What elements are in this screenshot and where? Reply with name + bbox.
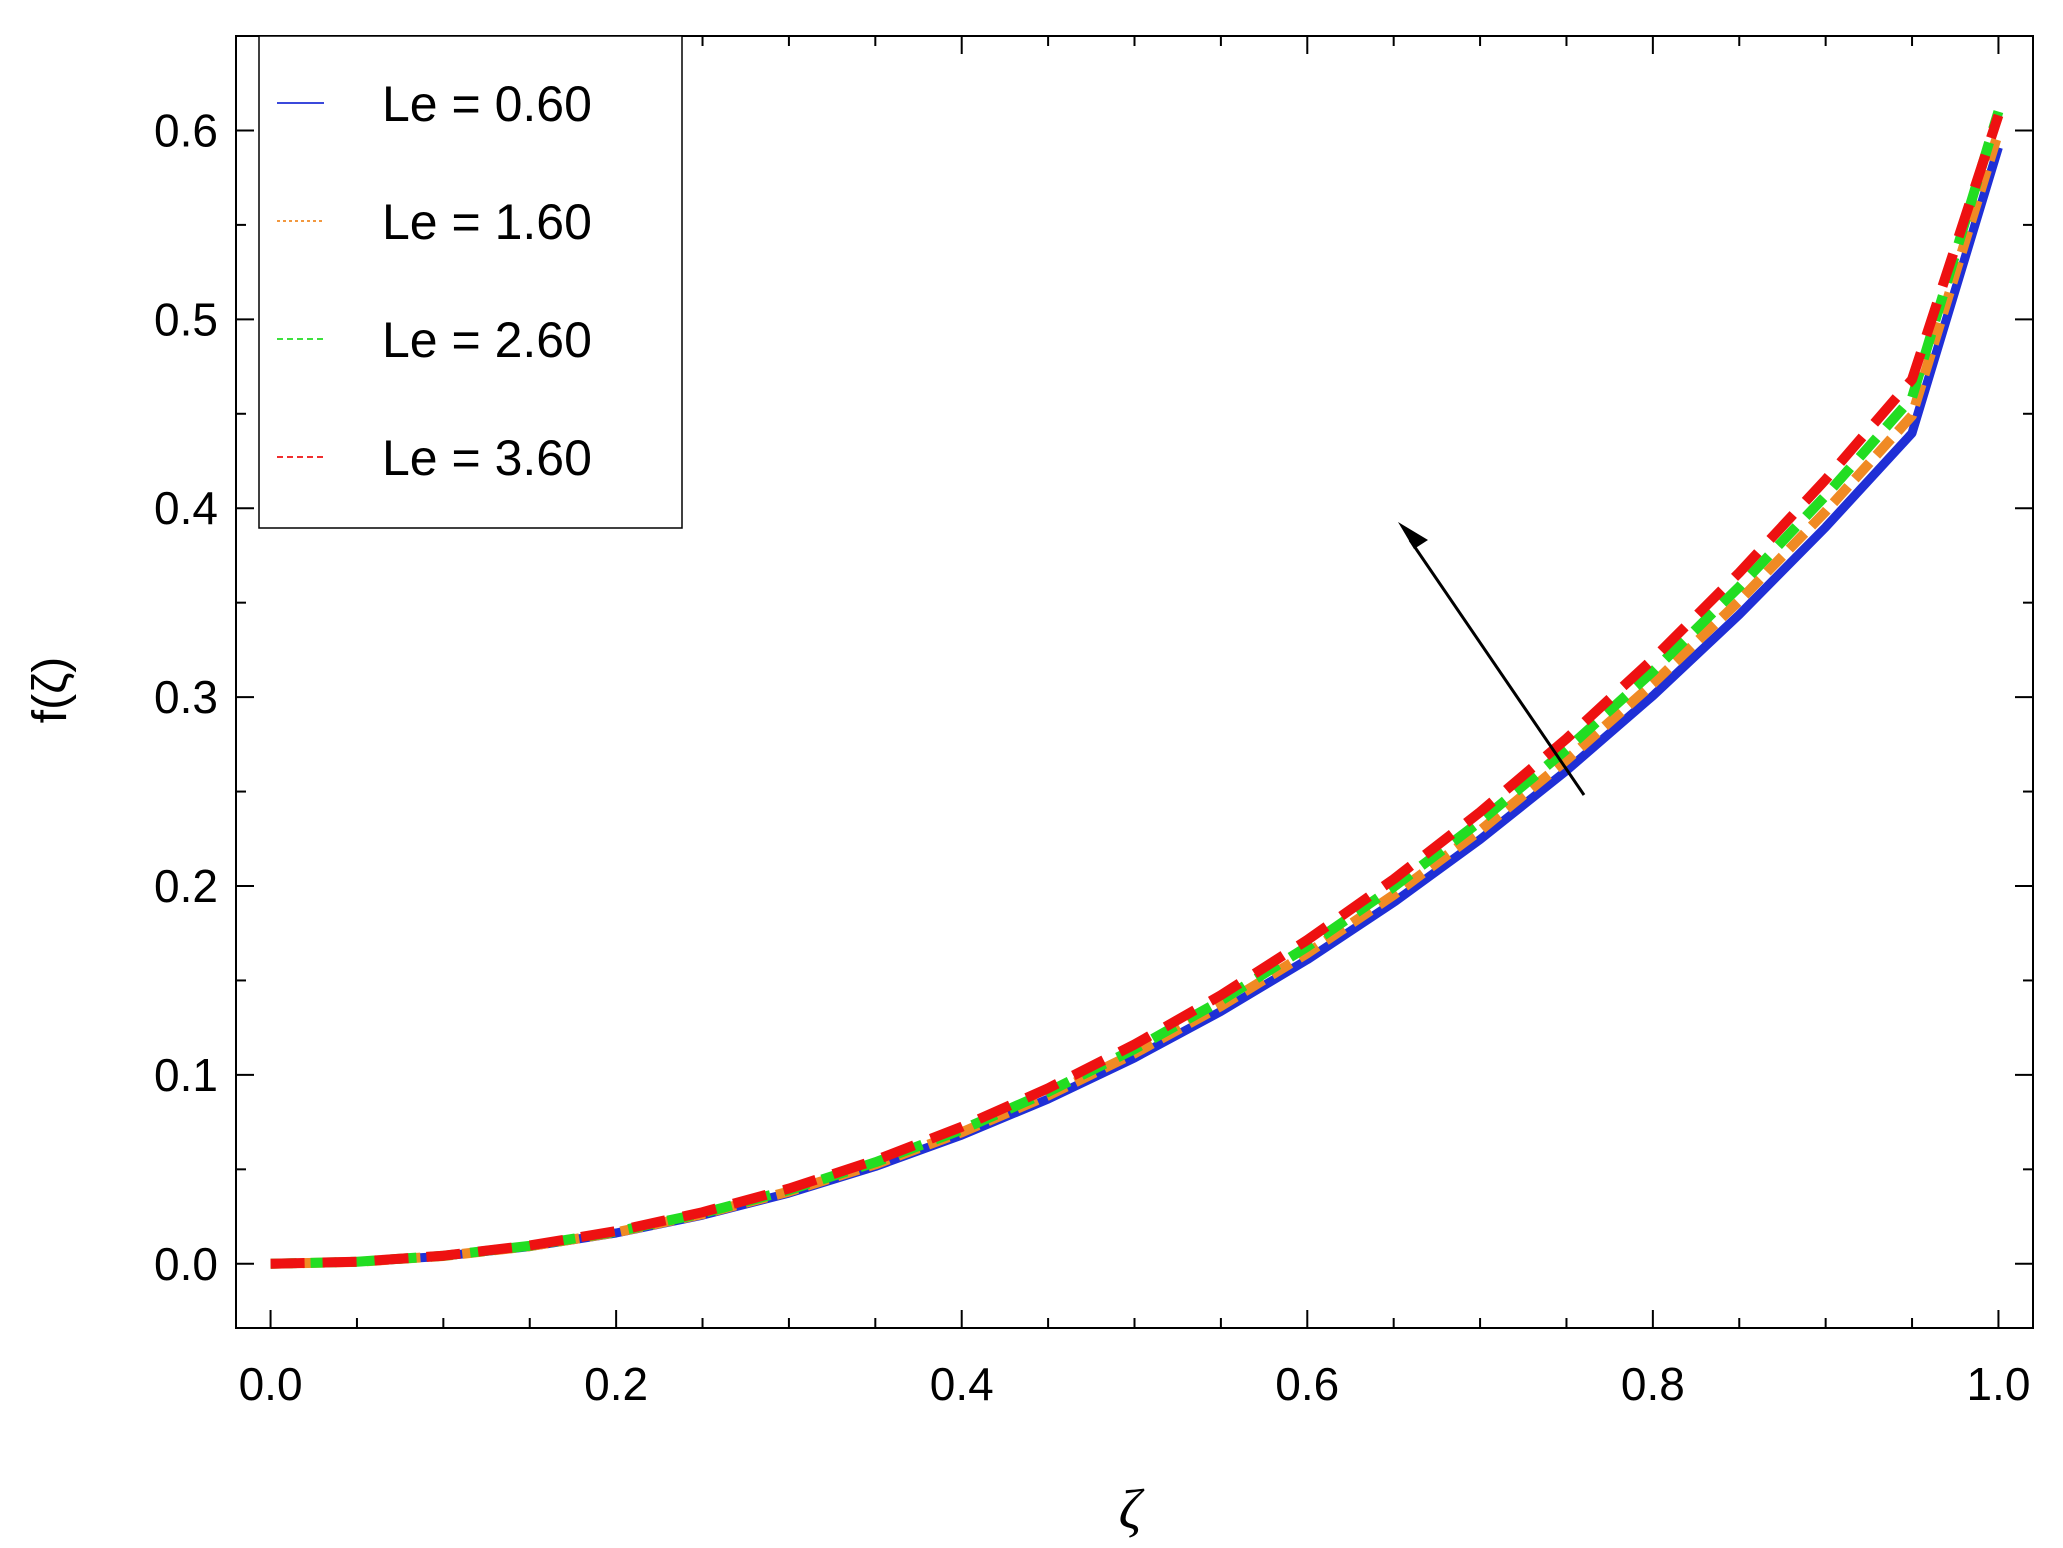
series-layer xyxy=(270,110,2004,1269)
y-tick-label: 0.6 xyxy=(154,104,218,156)
y-tick-label: 0.5 xyxy=(154,293,218,345)
y-tick-label: 0.3 xyxy=(154,671,218,723)
legend-items: Le = 0.60 Le = 1.60 Le = 2.60 Le = 3.60 xyxy=(277,76,592,486)
trend-arrow-head xyxy=(1398,522,1428,549)
x-tick-label: 0.0 xyxy=(239,1358,303,1410)
y-tick-label: 0.4 xyxy=(154,482,218,534)
plot-area xyxy=(235,35,2034,1329)
x-axis-label: ζ xyxy=(1119,1479,1145,1541)
tick-labels: 0.0 0.2 0.4 0.6 0.8 1.0 0.0 0.1 0.2 0.3 0.4 0.5 0.6 xyxy=(154,104,2030,1410)
legend-label-3: Le = 2.60 xyxy=(382,312,592,368)
legend: Le = 0.60 Le = 1.60 Le = 2.60 Le = 3.60 xyxy=(258,35,683,529)
legend-box xyxy=(258,35,683,529)
trend-arrow-shaft xyxy=(1408,539,1586,796)
x-tick-label: 0.8 xyxy=(1621,1358,1685,1410)
legend-label-4: Le = 3.60 xyxy=(382,430,592,486)
y-tick-label: 0.1 xyxy=(154,1049,218,1101)
y-tick-label: 0.0 xyxy=(154,1238,218,1290)
x-tick-label: 0.4 xyxy=(930,1358,994,1410)
x-tick-label: 1.0 xyxy=(1966,1358,2030,1410)
y-axis-label: f(ζ) xyxy=(24,657,77,723)
x-tick-label: 0.2 xyxy=(584,1358,648,1410)
x-tick-label: 0.6 xyxy=(1275,1358,1339,1410)
legend-label-2: Le = 1.60 xyxy=(382,194,592,250)
legend-label-1: Le = 0.60 xyxy=(382,76,592,132)
series-line-4 xyxy=(270,113,2004,1269)
annotation-layer xyxy=(1398,522,1586,796)
y-tick-label: 0.2 xyxy=(154,860,218,912)
